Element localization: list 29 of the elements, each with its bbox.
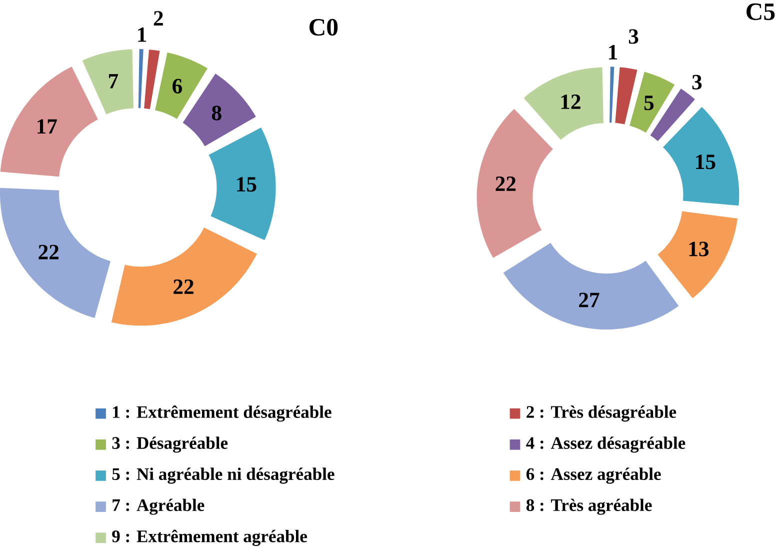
data-label: 1 [138, 27, 146, 42]
data-label: 27 [579, 292, 600, 307]
data-label: 13 [689, 242, 709, 256]
data-label: 15 [237, 176, 256, 192]
legend-label: 4 : Assez désagréable [526, 436, 686, 452]
data-label: 22 [38, 244, 59, 260]
legend-label: 2 : Très désagréable [526, 405, 676, 422]
data-label: 5 [644, 96, 654, 110]
legend-label: 3 : Désagréable [112, 436, 228, 452]
data-label: 3 [692, 74, 702, 90]
legend-label: 9 : Extrêmement agréable [112, 530, 307, 546]
legend-label: 8 : Très agréable [526, 498, 652, 515]
chart-title: C0 [309, 18, 338, 36]
legend-label: 6 : Assez agréable [526, 467, 661, 484]
chart-title: C5 [746, 3, 775, 20]
legend-label: 7 : Agréable [112, 498, 204, 515]
data-label: 22 [174, 279, 194, 294]
data-label: 22 [496, 176, 516, 191]
data-label: 7 [108, 74, 118, 88]
legend-label: 5 : Ni agréable ni désagréable [112, 467, 334, 484]
data-label: 17 [38, 119, 57, 134]
data-label: 6 [172, 78, 182, 94]
data-label: 12 [561, 94, 580, 109]
data-label: 2 [154, 10, 163, 26]
data-label: 15 [696, 154, 716, 169]
legend-label: 1 : Extrêmement désagréable [113, 405, 332, 422]
data-label: 3 [628, 29, 638, 44]
data-label: 8 [212, 106, 222, 120]
data-label: 1 [609, 44, 618, 60]
